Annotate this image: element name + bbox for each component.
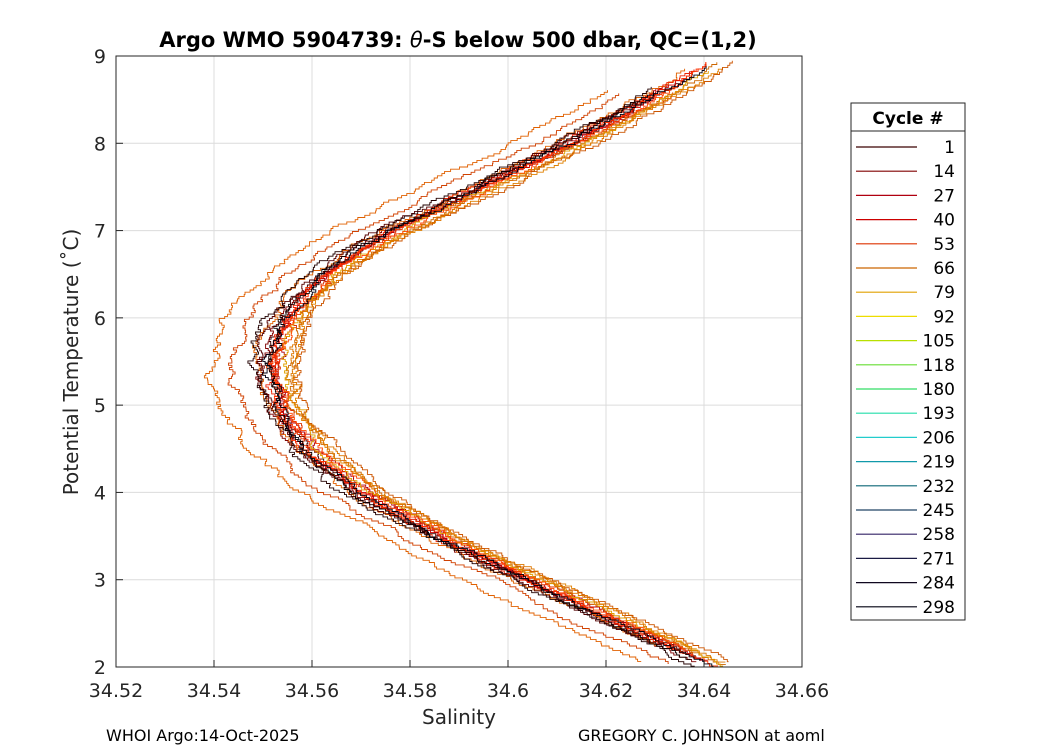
legend: Cycle # 1 14 27 40 53 66 79 92 105 118 180 193 206 21… — [850, 102, 966, 621]
legend-label-66: 66 — [933, 259, 955, 279]
profile-line-cycle-118 — [266, 86, 686, 650]
profile-line-cycle-258 — [270, 62, 719, 667]
legend-label-219: 219 — [923, 453, 955, 473]
y-tick-label: 2 — [94, 657, 106, 679]
x-tick-label: 34.66 — [775, 680, 829, 702]
legend-label-284: 284 — [923, 574, 955, 594]
profile-line-cycle-79 — [281, 71, 724, 667]
plot-frame — [115, 55, 803, 668]
legend-label-232: 232 — [923, 477, 955, 497]
legend-label-14: 14 — [933, 162, 955, 182]
x-tick-label: 34.64 — [677, 680, 731, 702]
profile-line-cycle-271 — [288, 85, 726, 663]
profile-line-cycle-66 — [285, 62, 726, 665]
profile-line-cycle-27 — [273, 84, 708, 661]
legend-label-118: 118 — [923, 356, 955, 376]
x-axis: 34.52 34.54 34.56 34.58 34.6 34.62 34.64 34.66 — [89, 660, 829, 702]
legend-label-298: 298 — [923, 598, 955, 618]
legend-label-53: 53 — [933, 235, 955, 255]
profile-line-cycle-180 — [265, 62, 707, 654]
legend-label-27: 27 — [933, 186, 955, 206]
y-tick-label: 8 — [94, 133, 106, 155]
x-tick-label: 34.62 — [579, 680, 633, 702]
legend-title: Cycle # — [872, 109, 943, 129]
legend-label-258: 258 — [923, 525, 955, 545]
chart-title-theta: θ — [410, 28, 423, 52]
chart-title-prefix: Argo WMO 5904739: — [159, 28, 410, 52]
y-axis-label: Potential Temperature (˚C) — [59, 229, 83, 496]
x-tick-label: 34.6 — [487, 680, 529, 702]
legend-label-40: 40 — [933, 211, 955, 231]
y-tick-label: 6 — [94, 308, 106, 330]
y-tick-label: 9 — [94, 46, 106, 68]
legend-label-271: 271 — [923, 549, 955, 569]
footer-author: GREGORY C. JOHNSON at aoml — [578, 726, 825, 745]
x-tick-label: 34.58 — [383, 680, 437, 702]
x-tick-label: 34.52 — [89, 680, 143, 702]
legend-label-79: 79 — [933, 283, 955, 303]
profile-line-cycle-245 — [247, 86, 695, 667]
chart-title-suffix: -S below 500 dbar, QC=(1,2) — [423, 28, 757, 52]
legend-label-180: 180 — [923, 380, 955, 400]
legend-label-105: 105 — [923, 332, 955, 352]
grid-lines — [115, 55, 803, 668]
profile-line-cycle-206 — [203, 90, 642, 662]
legend-label-1: 1 — [944, 138, 955, 158]
y-tick-label: 7 — [94, 221, 106, 243]
profile-line-cycle-92 — [291, 67, 723, 650]
profile-line-cycle-284 — [264, 93, 691, 660]
legend-label-245: 245 — [923, 501, 955, 521]
legend-label-193: 193 — [923, 404, 955, 424]
y-tick-label: 3 — [94, 570, 106, 592]
profile-line-cycle-298 — [262, 65, 714, 667]
profile-line-cycle-14 — [255, 92, 697, 663]
x-tick-label: 34.56 — [285, 680, 339, 702]
legend-label-92: 92 — [933, 307, 955, 327]
x-tick-label: 34.54 — [187, 680, 241, 702]
y-tick-label: 5 — [94, 395, 106, 417]
series-group — [203, 60, 733, 667]
legend-label-206: 206 — [923, 428, 955, 448]
x-axis-label: Salinity — [422, 705, 496, 729]
y-tick-label: 4 — [94, 482, 106, 504]
footer-source: WHOI Argo:14-Oct-2025 — [106, 726, 300, 745]
profile-line-cycle-219 — [227, 93, 669, 665]
profile-line-cycle-1 — [268, 72, 701, 661]
chart-title: Argo WMO 5904739: θ-S below 500 dbar, QC… — [159, 28, 756, 52]
y-axis: 2 3 4 5 6 7 8 9 — [94, 46, 123, 679]
